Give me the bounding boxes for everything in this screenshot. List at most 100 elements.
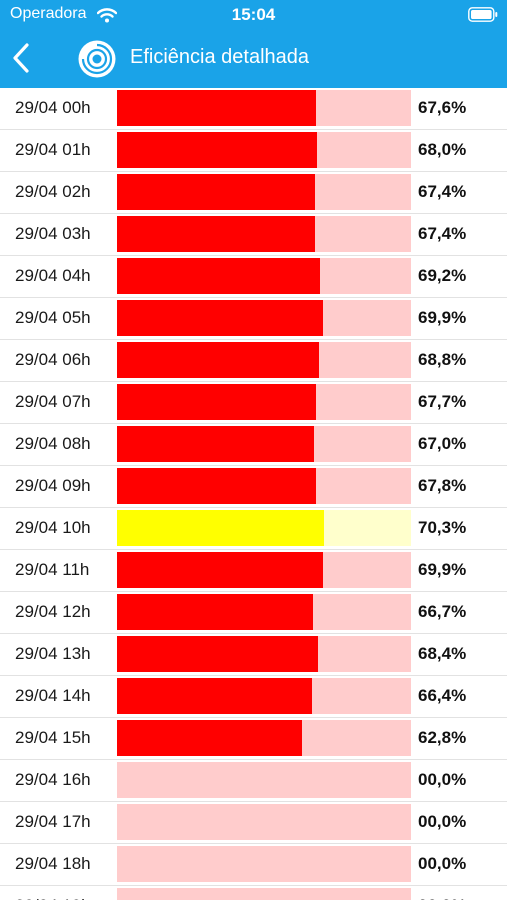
list-item: 29/04 14h 66,4%: [0, 676, 507, 718]
row-value: 69,9%: [418, 308, 467, 327]
efficiency-bar-fill: [117, 90, 316, 126]
list-item: 29/04 01h 68,0%: [0, 130, 507, 172]
list-item: 29/04 04h 69,2%: [0, 256, 507, 298]
efficiency-bar-track: [117, 426, 411, 462]
efficiency-bar-fill: [117, 300, 323, 336]
row-label: 29/04 09h: [15, 476, 91, 495]
app-logo-icon: [78, 40, 116, 78]
chevron-left-icon[interactable]: [10, 42, 32, 74]
efficiency-bar-track: [117, 468, 411, 504]
list-item: 29/04 09h 67,8%: [0, 466, 507, 508]
list-item: 29/04 07h 67,7%: [0, 382, 507, 424]
list-item: 29/04 16h 00,0%: [0, 760, 507, 802]
list-item: 29/04 11h 69,9%: [0, 550, 507, 592]
status-time: 15:04: [231, 5, 276, 24]
row-value: 68,8%: [418, 350, 467, 369]
row-value: 00,0%: [418, 770, 467, 789]
row-label: 29/04 02h: [15, 182, 91, 201]
row-label: 29/04 12h: [15, 602, 91, 621]
status-bar: Operadora 15:04: [0, 0, 507, 30]
row-label: 29/04 10h: [15, 518, 91, 537]
battery-icon: [468, 7, 498, 22]
row-value: 68,4%: [418, 644, 467, 663]
row-label: 29/04 03h: [15, 224, 91, 243]
list-item: 29/04 19h 00,0%: [0, 886, 507, 900]
efficiency-bar-track: [117, 300, 411, 336]
efficiency-bar-track: [117, 132, 411, 168]
row-value: 66,7%: [418, 602, 467, 621]
row-label: 29/04 11h: [15, 560, 90, 579]
row-value: 00,0%: [418, 896, 466, 900]
row-value: 69,2%: [418, 266, 467, 285]
efficiency-list[interactable]: 29/04 00h 67,6% 29/04 01h 68,0% 29/04 02h 67,…: [0, 88, 507, 900]
efficiency-bar-track: [117, 804, 411, 840]
row-value: 62,8%: [418, 728, 467, 747]
efficiency-bar-track: [117, 384, 411, 420]
efficiency-bar-fill: [117, 678, 312, 714]
efficiency-bar-fill: [117, 552, 323, 588]
efficiency-bar-track: [117, 846, 411, 882]
carrier-name: Operadora: [10, 5, 87, 22]
list-item: 29/04 08h 67,0%: [0, 424, 507, 466]
list-item: 29/04 03h 67,4%: [0, 214, 507, 256]
row-label: 29/04 04h: [15, 266, 91, 285]
list-item: 29/04 18h 00,0%: [0, 844, 507, 886]
row-value: 00,0%: [418, 812, 467, 831]
app-header: Operadora 15:04 Eficiência detalhada: [0, 0, 507, 88]
row-value: 67,8%: [418, 476, 467, 495]
efficiency-bar-track: [117, 594, 411, 630]
list-item: 29/04 17h 00,0%: [0, 802, 507, 844]
list-item: 29/04 10h 70,3%: [0, 508, 507, 550]
row-label: 29/04 05h: [15, 308, 91, 327]
efficiency-bar-track: [117, 216, 411, 252]
row-value: 67,4%: [418, 224, 467, 243]
row-value: 70,3%: [418, 518, 467, 537]
list-item: 29/04 13h 68,4%: [0, 634, 507, 676]
efficiency-bar-fill: [117, 384, 316, 420]
row-value: 67,7%: [418, 392, 467, 411]
efficiency-bar-fill: [117, 132, 317, 168]
list-item: 29/04 02h 67,4%: [0, 172, 507, 214]
efficiency-bar-fill: [117, 258, 320, 294]
wifi-icon: [97, 8, 117, 23]
efficiency-bar-fill: [117, 216, 315, 252]
efficiency-bar-fill: [117, 468, 316, 504]
row-label: 29/04 17h: [15, 812, 91, 831]
efficiency-bar-fill: [117, 594, 313, 630]
efficiency-bar-track: [117, 342, 411, 378]
row-value: 66,4%: [418, 686, 467, 705]
efficiency-bar-track: [117, 90, 411, 126]
row-value: 67,0%: [418, 434, 467, 453]
page-title: Eficiência detalhada: [130, 46, 310, 68]
row-label: 29/04 16h: [15, 770, 91, 789]
list-item: 29/04 06h 68,8%: [0, 340, 507, 382]
row-label: 29/04 07h: [15, 392, 91, 411]
row-label: 29/04 00h: [15, 98, 91, 117]
efficiency-bar-fill: [117, 510, 324, 546]
list-item: 29/04 12h 66,7%: [0, 592, 507, 634]
efficiency-bar-track: [117, 888, 411, 900]
row-value: 00,0%: [418, 854, 467, 873]
row-label: 29/04 13h: [15, 644, 91, 663]
efficiency-bar-fill: [117, 342, 319, 378]
efficiency-bar-fill: [117, 174, 315, 210]
efficiency-bar-track: [117, 762, 411, 798]
row-value: 67,4%: [418, 182, 467, 201]
navigation-bar: Eficiência detalhada: [0, 30, 507, 88]
efficiency-bar-track: [117, 678, 411, 714]
row-value: 69,9%: [418, 560, 467, 579]
row-value: 68,0%: [418, 140, 467, 159]
list-item: 29/04 05h 69,9%: [0, 298, 507, 340]
efficiency-bar-track: [117, 636, 411, 672]
efficiency-bar-fill: [117, 426, 314, 462]
efficiency-bar-track: [117, 552, 411, 588]
row-label: 29/04 06h: [15, 350, 91, 369]
list-item: 29/04 15h 62,8%: [0, 718, 507, 760]
efficiency-bar-track: [117, 174, 411, 210]
efficiency-bar-track: [117, 720, 411, 756]
row-label: 29/04 14h: [15, 686, 91, 705]
row-label: 29/04 18h: [15, 854, 91, 873]
list-item: 29/04 00h 67,6%: [0, 88, 507, 130]
row-label: 29/04 01h: [15, 140, 91, 159]
row-label: 29/04 08h: [15, 434, 91, 453]
